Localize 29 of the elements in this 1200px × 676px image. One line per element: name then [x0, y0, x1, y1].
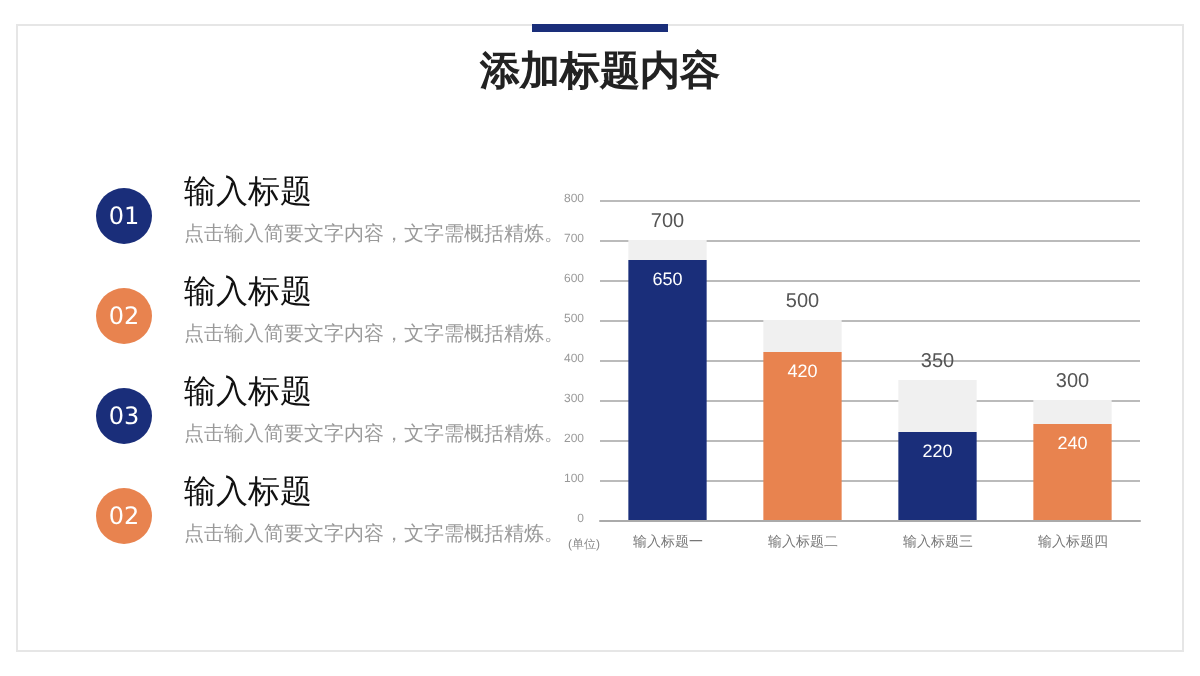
text: 输入标题 — [184, 272, 312, 314]
text: 点击输入简要文字内容，文字需概括精炼。 — [184, 421, 564, 448]
text: 02 — [96, 288, 152, 344]
total-label: 350 — [920, 351, 956, 373]
bar — [1033, 424, 1112, 520]
text: 输入标题 — [184, 372, 312, 414]
data-label: 220 — [922, 441, 953, 461]
bar — [763, 352, 842, 520]
bar — [628, 240, 707, 260]
text: 输入标题 — [184, 172, 312, 214]
text: 输入标题 — [184, 472, 312, 514]
bar — [898, 432, 977, 520]
total-label: 300 — [1055, 371, 1091, 393]
text: 点击输入简要文字内容，文字需概括精炼。 — [184, 221, 564, 248]
total-label: 700 — [650, 211, 686, 233]
bar — [628, 260, 707, 520]
bar — [1033, 400, 1112, 424]
total-label: 500 — [785, 291, 821, 313]
text: 01 — [96, 188, 152, 244]
data-label: 240 — [1057, 433, 1088, 453]
text: 03 — [96, 388, 152, 444]
data-label: 420 — [787, 361, 818, 381]
bar — [763, 320, 842, 352]
text: 点击输入简要文字内容，文字需概括精炼。 — [184, 521, 564, 548]
bar — [898, 380, 977, 432]
text: 添加标题内容 — [477, 44, 722, 98]
text: 点击输入简要文字内容，文字需概括精炼。 — [184, 323, 564, 348]
text: 02 — [96, 488, 152, 544]
data-label: 650 — [652, 269, 683, 289]
